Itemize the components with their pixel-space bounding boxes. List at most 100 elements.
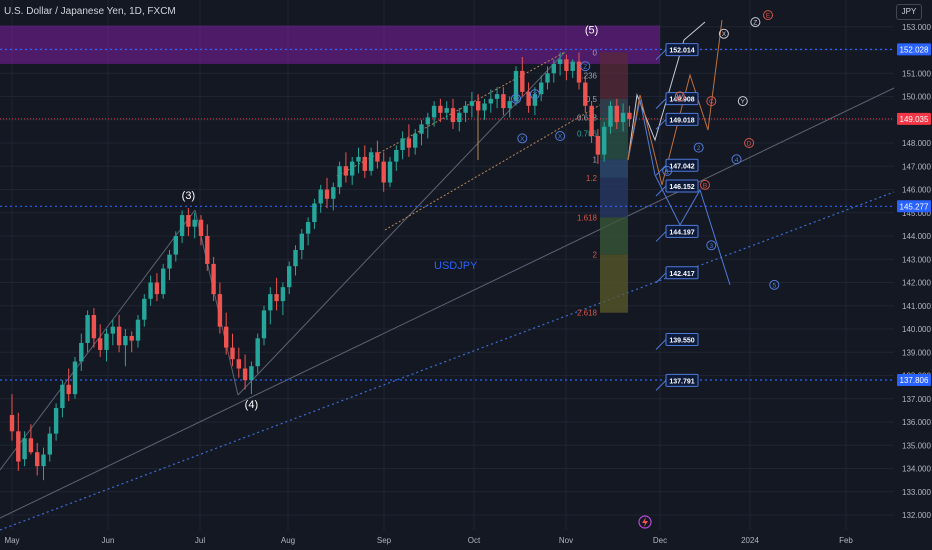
target-label: 144.197: [669, 229, 694, 236]
alert-icon[interactable]: [638, 515, 652, 529]
candle-body: [60, 384, 65, 409]
price-axis[interactable]: 132.000 133.000 134.000 135.000 136.000 137.0…: [897, 0, 932, 550]
target-pointer: [655, 231, 667, 242]
wave-label-major: (3): [182, 190, 195, 202]
candle-body: [53, 408, 59, 434]
price-tick-label: 141.000: [902, 302, 931, 311]
candle-body: [98, 338, 103, 350]
wave-circle: [693, 142, 704, 153]
candle-body: [576, 61, 582, 83]
wave-circle: [763, 10, 773, 21]
alert-bolt: [642, 517, 648, 527]
candle-body: [532, 94, 538, 106]
wave-line-2: [194, 209, 239, 396]
candle-body: [312, 203, 317, 223]
candle-body: [186, 215, 191, 227]
price-tick-label: 151.000: [902, 69, 931, 78]
candle-body: [413, 133, 418, 148]
candle-body: [545, 73, 550, 83]
wave-label-major: (4): [245, 399, 258, 411]
candle-body: [148, 282, 153, 299]
candle-body: [450, 108, 456, 123]
target-label: 142.417: [669, 271, 694, 278]
fib-zone: [600, 254, 628, 313]
time-tick-label: Nov: [559, 536, 573, 545]
candle-body: [608, 105, 613, 127]
fib-label: 2: [593, 251, 598, 260]
wave-circle: [769, 279, 780, 290]
time-axis[interactable]: May Jun Jul Aug Sep Oct Nov Dec 2024 Feb: [4, 536, 853, 545]
price-badge-label: 145.277: [900, 202, 929, 211]
symbol-label: USDJPY: [434, 260, 478, 272]
candle-body: [469, 101, 475, 106]
resistance-zone-rect: [0, 25, 660, 64]
wave-circle: [662, 165, 673, 176]
candle-body: [255, 338, 260, 367]
fib-zone: [600, 98, 628, 118]
wave-label-minor: X: [558, 134, 563, 141]
wave-circle: [731, 154, 742, 165]
candle-body: [583, 82, 588, 106]
candle-body: [110, 326, 115, 334]
candle-body: [198, 219, 204, 236]
time-tick-label: Dec: [653, 536, 667, 545]
candle-body: [249, 366, 254, 381]
candle-body: [104, 333, 109, 350]
wave-label-minor: D: [747, 141, 752, 148]
candle-body: [614, 105, 619, 123]
candle-body: [28, 438, 34, 453]
candle-body: [261, 310, 267, 339]
wave-label-minor: A: [678, 94, 683, 101]
currency-badge[interactable]: JPY: [896, 4, 922, 20]
candle-body: [167, 254, 172, 269]
price-tick-label: 136.000: [902, 418, 931, 427]
target-pointer: [655, 49, 667, 61]
candle-body: [173, 236, 178, 255]
candle-body: [463, 105, 468, 113]
price-tick-label: 153.000: [902, 23, 931, 32]
wave-label-minor: Z: [583, 64, 587, 71]
candle-body: [375, 152, 380, 162]
candle-body: [179, 215, 185, 236]
wave-circle: [529, 89, 540, 100]
candle-body: [41, 454, 46, 467]
candle-body: [539, 82, 544, 95]
candle-body: [142, 298, 147, 320]
candle-body: [570, 61, 575, 71]
candle-body: [22, 438, 27, 460]
wave-circle: [750, 17, 761, 28]
fib-label: 0.236: [577, 72, 598, 81]
price-axis-labels: 152.028 149.035 145.277 137.806: [897, 43, 931, 387]
candle-body: [488, 98, 493, 104]
wave-projection: [627, 19, 731, 286]
candle-body: [425, 117, 430, 125]
candle-body: [444, 108, 449, 113]
target-pointer: [655, 339, 667, 350]
wave-label-minor: C: [709, 99, 714, 106]
candle-body: [9, 415, 15, 432]
wave-circle: [674, 91, 685, 102]
projection-white: [627, 21, 706, 161]
wave-circle: [517, 133, 528, 144]
wave-label-minor: Y: [533, 92, 538, 99]
candle-body: [362, 156, 367, 171]
candle-body: [620, 112, 626, 123]
candle-body: [242, 368, 248, 381]
projection-blue: [627, 99, 731, 286]
price-tick-label: 150.000: [902, 93, 931, 102]
wave-labels: (3) (4) (5) W Y Z X X 1 2 3 4 5 W X Y Z A B C D E: [182, 10, 780, 411]
candle-body: [476, 101, 481, 111]
candlesticks: [9, 52, 632, 481]
wave-label-minor: X: [722, 31, 727, 38]
candle-body: [343, 166, 349, 176]
candle-body: [627, 112, 632, 119]
candle-body: [602, 126, 607, 155]
candle-body: [589, 105, 594, 137]
candle-body: [337, 166, 342, 188]
price-tick-label: 142.000: [902, 279, 931, 288]
candle-body: [482, 103, 487, 111]
wave-circle: [700, 179, 710, 190]
candle-body: [431, 105, 437, 118]
